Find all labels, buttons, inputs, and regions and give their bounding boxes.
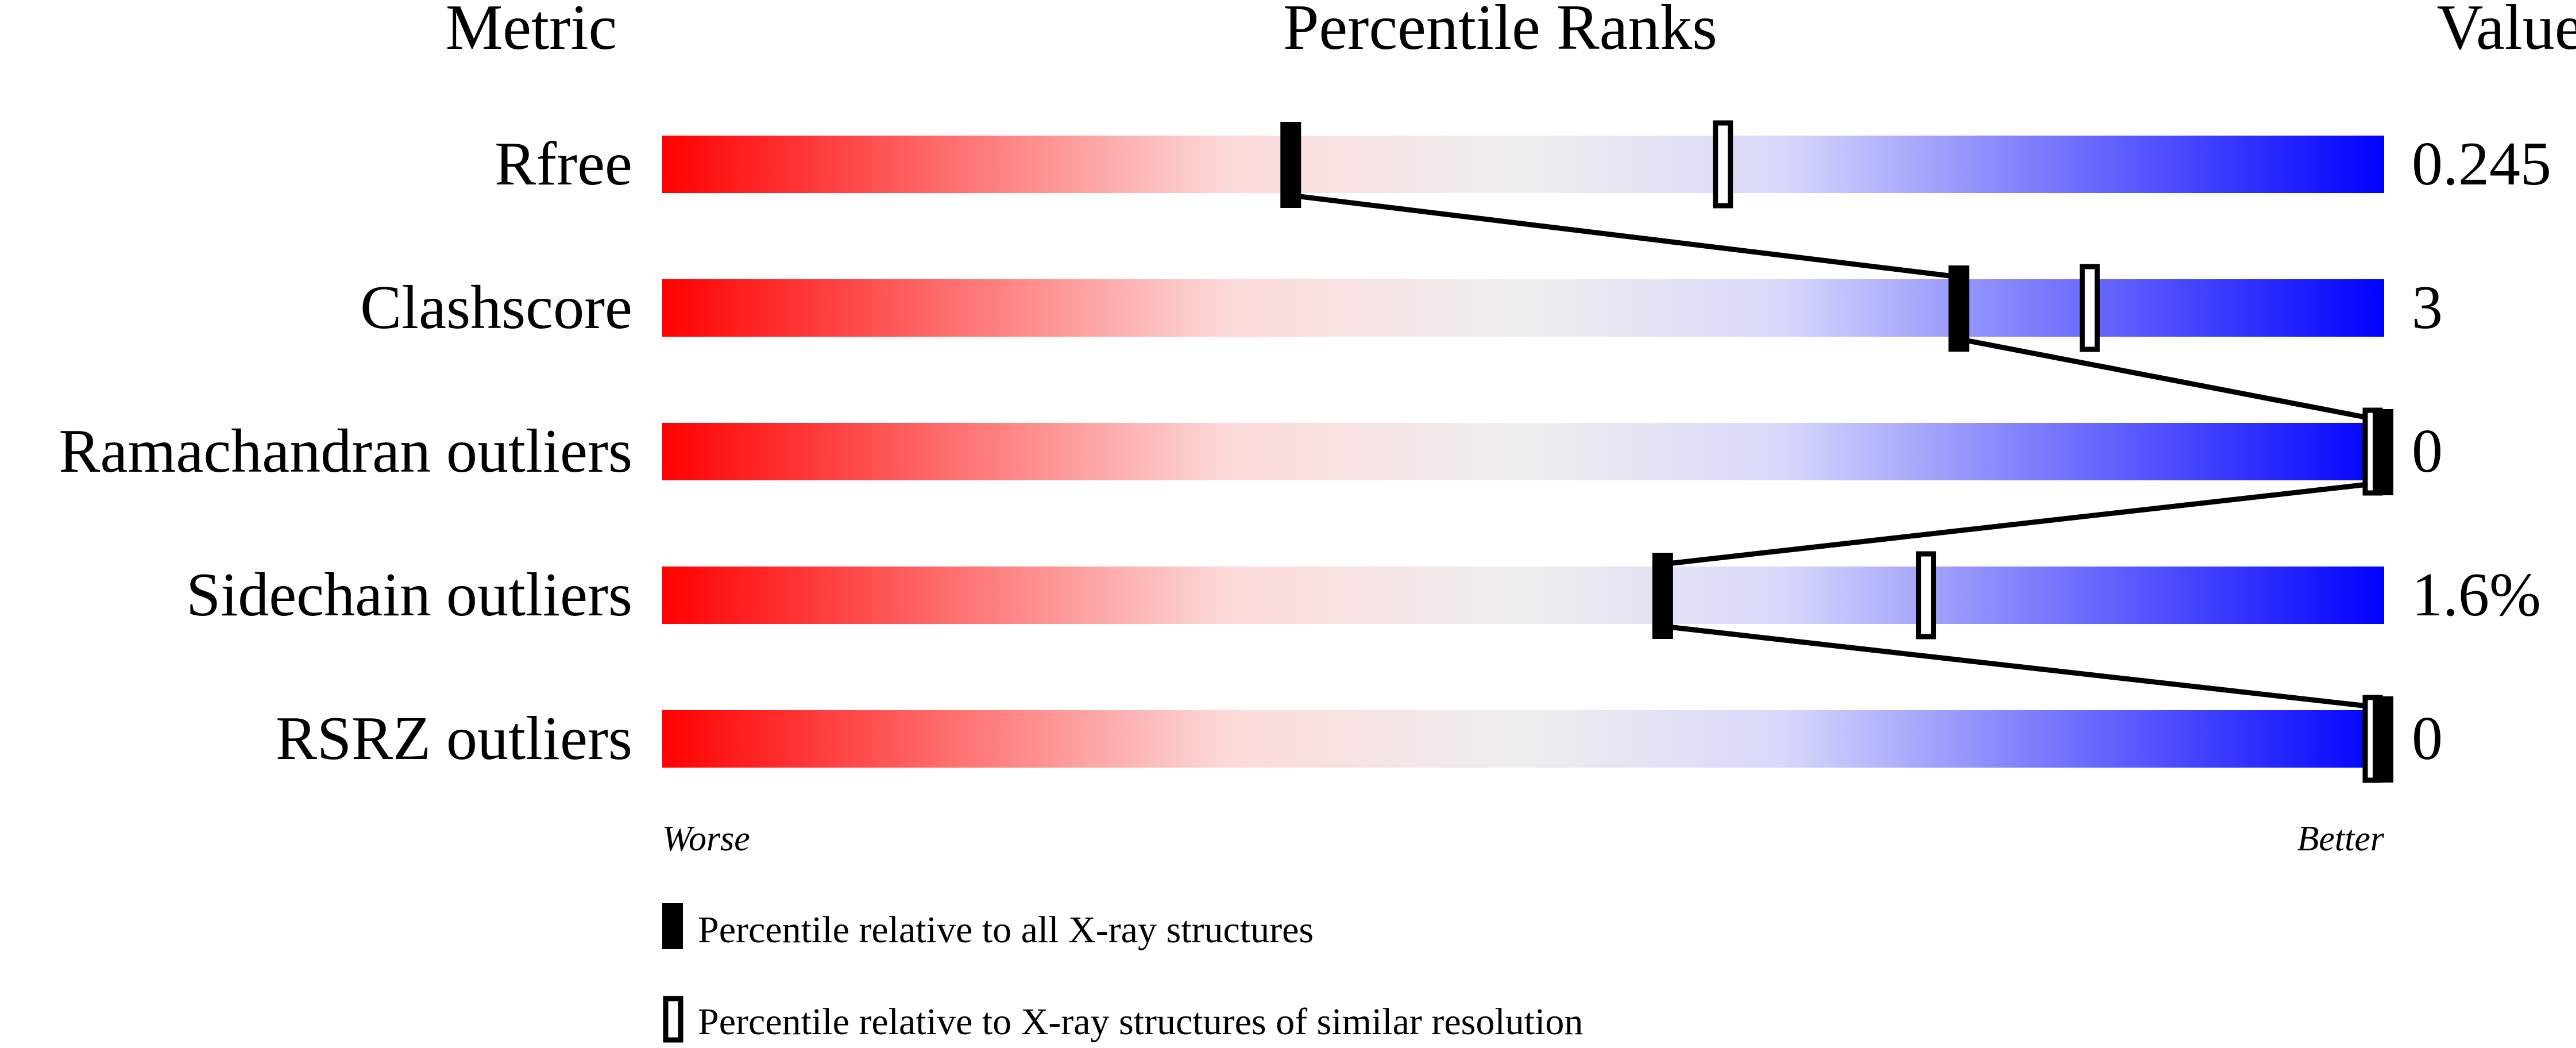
metric-value: 3: [2412, 273, 2443, 342]
header-value: Value: [2436, 0, 2576, 63]
percentile-bar: [662, 710, 2384, 768]
connector-line: [1662, 623, 2384, 711]
axis-label-worse: Worse: [662, 819, 750, 858]
connector-line: [1662, 480, 2384, 567]
legend-label-similar: Percentile relative to X-ray structures …: [698, 1001, 1583, 1043]
header-percentile-ranks: Percentile Ranks: [1283, 0, 1717, 63]
percentile-bar: [662, 567, 2384, 624]
metric-label: Rfree: [495, 130, 632, 198]
metric-label: Clashscore: [360, 273, 632, 342]
legend-open-marker: [663, 996, 683, 1043]
metric-label: Sidechain outliers: [186, 561, 632, 629]
percentile-bar: [662, 279, 2384, 337]
marker-similar-resolution: [1713, 120, 1733, 209]
metric-value: 0.245: [2412, 130, 2551, 198]
percentile-bar: [662, 423, 2384, 480]
axis-label-better: Better: [2297, 819, 2385, 858]
connector-line: [1958, 336, 2384, 423]
marker-all-structures: [1652, 553, 1673, 639]
marker-similar-resolution: [1916, 551, 1937, 639]
marker-similar-resolution: [2079, 264, 2100, 352]
metric-value: 0: [2412, 704, 2443, 773]
marker-all-structures: [1948, 265, 1969, 352]
metric-label: Ramachandran outliers: [59, 417, 632, 486]
marker-all-structures: [1280, 122, 1301, 208]
marker-all-structures: [2373, 409, 2393, 495]
header-metric: Metric: [446, 0, 617, 63]
legend-filled-marker: [662, 903, 683, 949]
percentile-bar: [662, 136, 2384, 193]
marker-all-structures: [2373, 696, 2393, 783]
metric-value: 1.6%: [2412, 561, 2541, 629]
legend-label-all: Percentile relative to all X-ray structu…: [698, 909, 1314, 951]
metric-value: 0: [2412, 417, 2443, 486]
metric-label: RSRZ outliers: [276, 704, 632, 773]
connector-line: [1290, 192, 1960, 280]
